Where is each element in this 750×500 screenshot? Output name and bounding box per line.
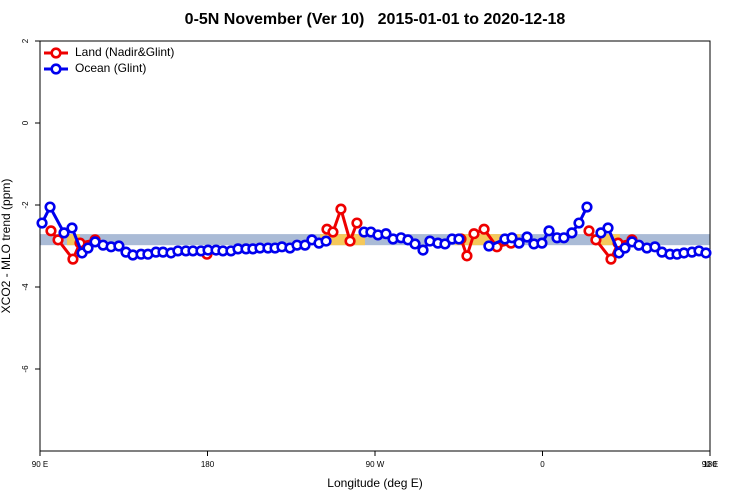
x-tick-label: 0 (540, 460, 545, 469)
data-point (82, 242, 94, 254)
data-point (113, 240, 125, 252)
data-point (409, 238, 421, 250)
data-point (320, 235, 332, 247)
data-point (453, 233, 465, 245)
data-point (66, 222, 78, 234)
data-point (543, 225, 555, 237)
y-tick-label: -6 (21, 365, 30, 373)
data-point (483, 240, 495, 252)
data-point (36, 217, 48, 229)
data-point (536, 237, 548, 249)
data-point (351, 217, 363, 229)
land-band (66, 234, 81, 246)
data-point (52, 234, 64, 246)
data-point (58, 227, 70, 239)
plot-frame (39, 40, 711, 452)
data-point (439, 238, 451, 250)
land-band (320, 234, 365, 246)
y-axis-label: XCO2 - MLO trend (ppm) (0, 179, 13, 314)
y-tick-label: 2 (21, 38, 30, 43)
x-tick-label: 180 (201, 460, 215, 469)
data-point (558, 232, 570, 244)
data-point (521, 231, 533, 243)
x-tick-label: 180 (703, 460, 717, 469)
data-point (335, 203, 347, 215)
data-point (700, 247, 712, 259)
data-point (478, 223, 490, 235)
data-point (45, 225, 57, 237)
data-point (380, 228, 392, 240)
data-point (344, 235, 356, 247)
data-point (461, 250, 473, 262)
x-tick-label: 90 E (32, 460, 48, 469)
data-point (595, 227, 607, 239)
y-tick-label: 0 (21, 120, 30, 125)
legend-label: Ocean (Glint) (75, 61, 146, 75)
data-point (468, 228, 480, 240)
data-point (581, 201, 593, 213)
data-point (605, 253, 617, 265)
legend-label: Land (Nadir&Glint) (75, 45, 174, 59)
data-point (327, 226, 339, 238)
land-band (455, 234, 521, 246)
data-point (506, 232, 518, 244)
data-point (590, 234, 602, 246)
y-tick-label: -4 (21, 283, 30, 291)
data-point (602, 222, 614, 234)
x-axis-label: Longitude (deg E) (327, 476, 422, 490)
y-tick-label: -2 (21, 201, 30, 209)
data-point (583, 225, 595, 237)
data-point (299, 239, 311, 251)
chart-title: 0-5N November (Ver 10) 2015-01-01 to 202… (185, 11, 566, 28)
data-point (513, 237, 525, 249)
x-tick-label: 90 E (702, 460, 718, 469)
data-point (566, 227, 578, 239)
legend-marker (50, 47, 62, 59)
data-point (619, 242, 631, 254)
data-point (44, 201, 56, 213)
data-point (417, 244, 429, 256)
data-point (573, 217, 585, 229)
data-point (649, 241, 661, 253)
legend-marker (50, 63, 62, 75)
data-point (67, 253, 79, 265)
x-tick-label: 90 W (366, 460, 385, 469)
land-band (594, 234, 620, 246)
